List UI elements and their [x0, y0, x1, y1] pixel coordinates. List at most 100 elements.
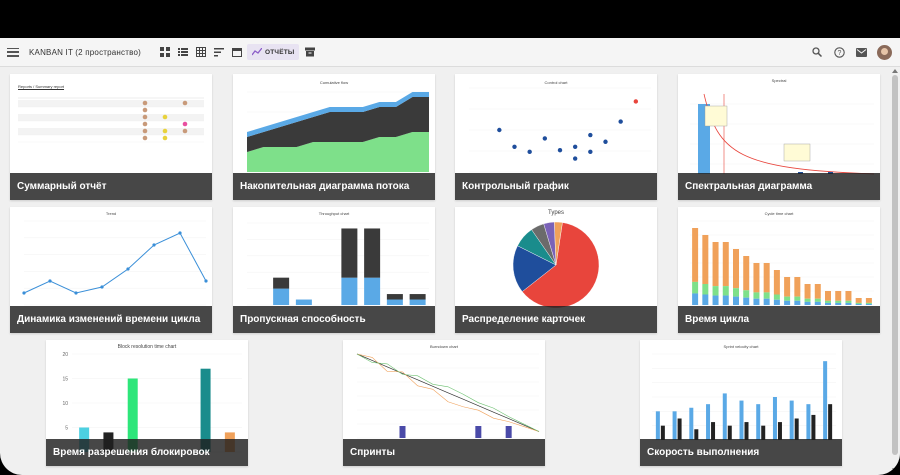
- throughput-bar: [364, 228, 381, 278]
- cycle-bar: [712, 242, 719, 287]
- report-card-cumulative-flow[interactable]: Cumulative flow Накопительная диаграмма …: [233, 74, 435, 200]
- cycle-bar: [743, 256, 750, 291]
- cycle-bar: [763, 263, 770, 293]
- velocity-bar: [756, 404, 761, 440]
- report-card-block-resolution[interactable]: Block resolution time chart 05101520 Вре…: [46, 340, 248, 466]
- report-card-cycle-time[interactable]: Cycle time chart Время цикла: [678, 207, 880, 333]
- cycle-bar: [804, 284, 811, 299]
- reports-tab[interactable]: ОТЧЁТЫ: [247, 44, 300, 60]
- scroll-down-icon[interactable]: [892, 468, 898, 472]
- scatter-point: [588, 132, 593, 138]
- card-caption: Накопительная диаграмма потока: [233, 173, 435, 200]
- chart-title: Types: [547, 210, 564, 216]
- chart-title: Reports / Summary report: [18, 84, 65, 89]
- area-series: [247, 97, 429, 152]
- list-view-icon[interactable]: [175, 44, 191, 60]
- types-pie-chart: [512, 221, 600, 309]
- cycle-bar: [845, 291, 852, 301]
- trend-point: [126, 267, 130, 271]
- cycle-bar: [825, 302, 831, 305]
- cycle-bar: [865, 303, 872, 305]
- trend-point: [178, 231, 182, 235]
- report-card-summary[interactable]: Reports / Summary report Суммарный отчёт: [10, 74, 212, 200]
- block-bar: [200, 368, 211, 452]
- report-card-control-chart[interactable]: Control chart Контрольный график: [455, 74, 657, 200]
- report-card-spectral[interactable]: Spectral Спектральная диаграмма: [678, 74, 880, 200]
- scatter-point: [542, 136, 548, 141]
- scroll-up-icon[interactable]: [892, 69, 898, 73]
- calendar-view-icon[interactable]: [229, 44, 245, 60]
- card-caption: Время разрешения блокировок: [46, 439, 248, 466]
- cycle-bar: [733, 288, 739, 297]
- ideal-line: [356, 353, 540, 432]
- velocity-bar: [794, 418, 799, 440]
- velocity-bar: [772, 397, 777, 440]
- help-icon[interactable]: ?: [832, 45, 846, 59]
- avatar[interactable]: [877, 44, 892, 60]
- throughput-bar: [409, 299, 426, 305]
- burndown-bar: [505, 426, 512, 438]
- cycle-bar: [702, 294, 709, 305]
- cycle-bar: [814, 284, 821, 299]
- report-card-burndown[interactable]: Burndown chart Спринты: [343, 340, 545, 466]
- cycle-bar: [733, 249, 739, 289]
- menu-icon[interactable]: [7, 47, 19, 57]
- cycle-bar: [855, 298, 862, 303]
- throughput-bar: [341, 228, 358, 278]
- card-title: Контрольный график: [462, 181, 569, 192]
- throughput-bar: [409, 294, 426, 300]
- throughput-bar: [364, 277, 381, 305]
- card-caption: Контрольный график: [455, 173, 657, 200]
- scatter-point: [497, 127, 502, 133]
- burndown-chart: [356, 353, 540, 439]
- scrollbar-thumb[interactable]: [892, 75, 898, 455]
- view-switcher: ОТЧЁТЫ: [157, 44, 320, 60]
- card-caption: Время цикла: [678, 306, 880, 333]
- mail-icon[interactable]: [854, 45, 868, 59]
- search-icon[interactable]: [810, 45, 824, 59]
- cycle-bar: [835, 302, 842, 305]
- cycle-bar: [794, 296, 801, 301]
- velocity-bar: [789, 400, 794, 440]
- sort-view-icon[interactable]: [211, 44, 227, 60]
- actual-line: [356, 353, 540, 432]
- card-caption: Скорость выполнения: [640, 439, 842, 466]
- cycle-bar: [722, 295, 729, 305]
- archive-view-icon[interactable]: [302, 44, 318, 60]
- card-title: Скорость выполнения: [647, 447, 760, 458]
- velocity-bar: [806, 404, 811, 440]
- card-title: Спринты: [350, 447, 395, 458]
- cycle-bar: [773, 299, 780, 305]
- cycle-bar: [702, 284, 709, 295]
- cycle-bar: [804, 298, 811, 302]
- vertical-scrollbar[interactable]: [890, 67, 900, 475]
- cycle-bar: [733, 296, 739, 305]
- scatter-point: [618, 119, 623, 124]
- cycle-bar: [794, 277, 801, 297]
- report-card-velocity[interactable]: Sprint velocity chart Скорость выполнени…: [640, 340, 842, 466]
- block-bar: [127, 378, 138, 452]
- table-view-icon[interactable]: [193, 44, 209, 60]
- board-view-icon[interactable]: [157, 44, 173, 60]
- chart-title: Trend: [105, 211, 117, 216]
- pie-slice: [554, 221, 563, 266]
- cycle-bar: [855, 302, 862, 304]
- actual-line: [356, 353, 540, 432]
- report-card-throughput[interactable]: Throughput chart Пропускная способность: [233, 207, 435, 333]
- chart-title: Cumulative flow: [319, 80, 349, 85]
- chart-title: Burndown chart: [429, 344, 458, 349]
- summary-table-chart: [18, 97, 204, 143]
- app-window: KANBAN IT (2 пространство) ОТЧЁТЫ: [0, 38, 900, 475]
- velocity-bar: [761, 425, 766, 440]
- scatter-point: [572, 156, 578, 161]
- card-title: Время цикла: [685, 314, 750, 325]
- trend-line: [23, 232, 207, 294]
- report-card-types[interactable]: Types Распределение карточек: [455, 207, 657, 333]
- cumulative-flow-chart: [247, 91, 429, 173]
- trend-point: [100, 285, 104, 289]
- reports-tab-label: ОТЧЁТЫ: [265, 48, 295, 56]
- card-title: Спектральная диаграмма: [685, 181, 813, 192]
- cycle-bar: [692, 281, 699, 294]
- report-card-trend[interactable]: Trend Динамика изменений времени цикла: [10, 207, 212, 333]
- card-caption: Суммарный отчёт: [10, 173, 212, 200]
